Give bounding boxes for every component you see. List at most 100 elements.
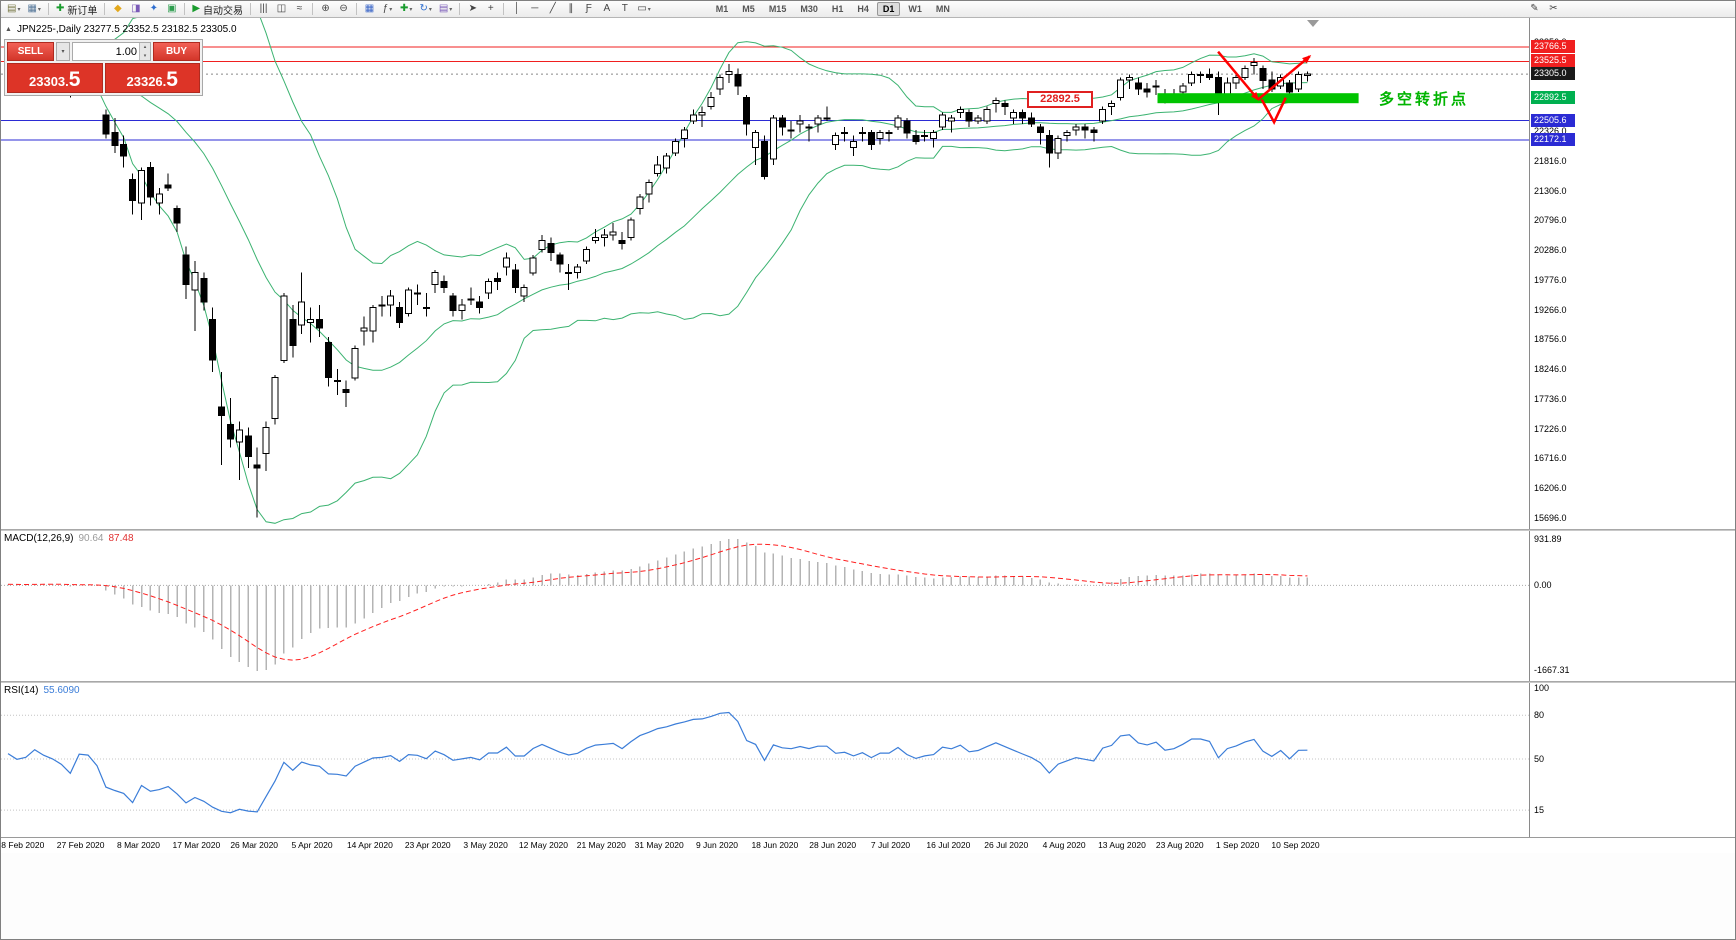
main-chart-plot[interactable] — [1, 18, 1529, 529]
shapes-button[interactable]: ▭ ▾ — [634, 2, 653, 17]
rsi-max-label: 100 — [1534, 683, 1550, 693]
dropdown-caret-icon[interactable]: ▾ — [17, 6, 21, 13]
timeframe-h1-button[interactable]: H1 — [831, 4, 844, 14]
dropdown-caret-icon[interactable]: ▾ — [389, 6, 393, 13]
turning-point-annotation[interactable]: 多空转折点 — [1379, 91, 1470, 108]
data-window-button[interactable]: ◨ — [127, 2, 144, 17]
sell-price-button[interactable]: 23303. 5 — [7, 63, 103, 93]
market-watch-button[interactable]: ◆ — [109, 2, 126, 17]
new-order-button[interactable]: ✚ 新订单 — [53, 2, 100, 17]
date-tick-label: 17 Mar 2020 — [172, 840, 221, 850]
new-chart-button[interactable]: ▤ ▾ — [4, 2, 23, 17]
macd-pane: 931.89 0.00 -1667.31 MACD(12,26,9) 90.64 87.… — [1, 531, 1735, 681]
dropdown-caret-icon[interactable]: ▾ — [647, 6, 651, 13]
horizontal-line-button[interactable]: ─ — [526, 2, 543, 17]
pane-splitter[interactable] — [1, 529, 1735, 531]
indicators-button[interactable]: ƒ ▾ — [379, 2, 396, 17]
terminal-button[interactable]: ▣ — [163, 2, 180, 17]
crosshair-button[interactable]: + — [482, 2, 499, 17]
price-tick-label: 20286.0 — [1534, 245, 1567, 256]
buy-price-button[interactable]: 23326. 5 — [104, 63, 200, 93]
date-tick-label: 21 May 2020 — [576, 840, 626, 850]
timeframe-m30-button[interactable]: M30 — [800, 4, 818, 14]
date-tick-label: 14 Apr 2020 — [346, 840, 393, 850]
price-axis[interactable]: 23856.022326.021816.021306.020796.020286… — [1529, 18, 1735, 529]
volume-increase-button[interactable]: ▴ — [140, 43, 150, 52]
add-indicator-button[interactable]: ✚ ▾ — [397, 2, 415, 17]
date-tick-label: 1 Sep 2020 — [1215, 840, 1260, 850]
pane-splitter[interactable] — [1, 681, 1735, 683]
timeframe-h4-button[interactable]: H4 — [857, 4, 869, 14]
zoom-in-icon: ⊕ — [321, 3, 330, 14]
vertical-line-icon: │ — [513, 3, 520, 14]
autotrading-button[interactable]: ▶ 自动交易 — [189, 2, 246, 17]
rsi-plot[interactable] — [1, 683, 1529, 837]
text-icon: A — [603, 3, 611, 14]
rebound-arrow — [1257, 55, 1312, 101]
timeframe-d1-button[interactable]: D1 — [876, 2, 901, 16]
time-axis[interactable]: 8 Feb 2020 27 Feb 2020 8 Mar 2020 17 Mar 20… — [1, 837, 1735, 853]
support-level-label[interactable]: 22892.5 — [1027, 91, 1093, 108]
buy-button[interactable]: BUY — [153, 42, 200, 61]
price-tick-label: 17226.0 — [1534, 423, 1567, 434]
dropdown-caret-icon[interactable]: ▾ — [449, 6, 453, 13]
one-click-collapse-icon[interactable]: ▲ — [5, 26, 12, 33]
date-tick-label: 26 Mar 2020 — [230, 840, 279, 850]
scissors-button[interactable]: ✂ — [1545, 2, 1562, 17]
timeframe-w1-button[interactable]: W1 — [908, 4, 922, 14]
channel-button[interactable]: ∥ — [562, 2, 579, 17]
date-tick-label: 27 Feb 2020 — [56, 840, 105, 850]
date-tick-label: 8 Feb 2020 — [1, 840, 45, 850]
zoom-in-button[interactable]: ⊕ — [317, 2, 334, 17]
timeframe-m1-button[interactable]: M1 — [715, 4, 729, 14]
macd-plot[interactable] — [1, 531, 1529, 681]
buy-price-main: 23326. — [126, 74, 167, 89]
profiles-button[interactable]: ▦ ▾ — [24, 2, 43, 17]
zoom-out-button[interactable]: ⊖ — [335, 2, 352, 17]
chart-header: ▲ JPN225-,Daily 23277.5 23352.5 23182.5 … — [5, 24, 237, 35]
fibonacci-button[interactable]: Ƒ — [580, 2, 597, 17]
timeframe-m5-button[interactable]: M5 — [742, 4, 755, 14]
toolbar-right-group: ✎ ✂ — [1526, 2, 1562, 17]
dropdown-caret-icon[interactable]: ▾ — [409, 6, 413, 13]
label-icon: T — [621, 3, 628, 14]
rsi-line — [7, 711, 1308, 814]
refresh-period-button[interactable]: ↻ ▾ — [416, 2, 434, 17]
new-order-icon: ✚ — [55, 3, 65, 14]
timeframe-mn-button[interactable]: MN — [935, 4, 950, 14]
bar-chart-mode-icon: ||| — [259, 3, 268, 14]
dropdown-caret-icon[interactable]: ▾ — [37, 6, 41, 13]
navigator-button[interactable]: ✦ — [145, 2, 162, 17]
price-line-label: 23305.0 — [1531, 67, 1575, 81]
date-tick-label: 18 Jun 2020 — [751, 840, 799, 850]
vertical-line-button[interactable]: │ — [508, 2, 525, 17]
trend-arrows[interactable] — [1217, 50, 1312, 125]
macd-axis[interactable]: 931.89 0.00 -1667.31 — [1529, 531, 1735, 681]
rsi-header: RSI(14) 55.6090 — [4, 685, 85, 696]
shapes-icon: ▭ — [637, 3, 647, 14]
toolbar-separator — [503, 3, 505, 15]
dropdown-caret-icon[interactable]: ▾ — [428, 6, 432, 13]
text-button[interactable]: A — [598, 2, 615, 17]
candlestick-mode-button[interactable]: ◫ — [273, 2, 290, 17]
volume-decrease-button[interactable]: ▾ — [140, 51, 150, 60]
timeframe-m15-button[interactable]: M15 — [768, 4, 787, 14]
label-button[interactable]: T — [616, 2, 633, 17]
bar-chart-mode-button[interactable]: ||| — [255, 2, 272, 17]
grid-button[interactable]: ▦ — [361, 2, 378, 17]
volume-dropdown[interactable]: ▾ — [56, 42, 70, 61]
new-order-label: 新订单 — [67, 5, 98, 17]
chart-shift-marker-icon[interactable] — [1307, 20, 1319, 27]
cursor-button[interactable]: ➤ — [464, 2, 481, 17]
macd-signal-line — [7, 543, 1308, 661]
templates-button[interactable]: ▤ ▾ — [436, 2, 455, 17]
line-chart-mode-button[interactable]: ≈ — [291, 2, 308, 17]
rsi-axis[interactable]: 100 80 50 15 — [1529, 683, 1735, 837]
volume-input[interactable] — [73, 43, 139, 60]
sell-button[interactable]: SELL — [7, 42, 54, 61]
price-tick-label: 16716.0 — [1534, 453, 1567, 464]
edit-button[interactable]: ✎ — [1526, 2, 1543, 17]
trendline-button[interactable]: ╱ — [544, 2, 561, 17]
toolbar-separator — [184, 3, 186, 15]
